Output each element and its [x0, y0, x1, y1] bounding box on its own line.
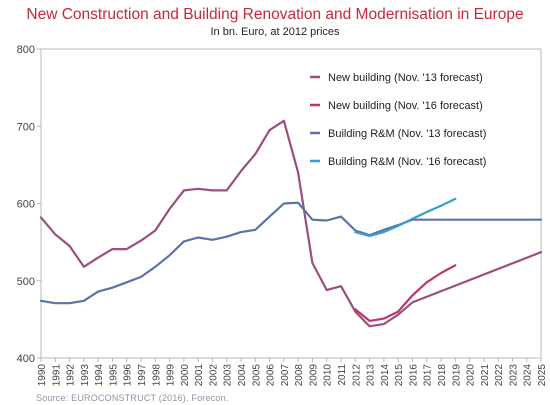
y-tick-label: 700	[17, 121, 35, 133]
x-tick-label: 2009	[308, 364, 319, 387]
x-tick-label: 2025	[537, 364, 548, 387]
x-tick-label: 2020	[466, 364, 477, 387]
y-tick-label: 400	[17, 353, 35, 365]
x-tick-label: 2007	[280, 364, 291, 387]
x-tick-label: 2014	[380, 364, 391, 387]
x-tick-label: 2019	[451, 364, 462, 387]
x-tick-label: 2016	[408, 364, 419, 387]
x-tick-label: 1993	[80, 364, 91, 387]
source-note: Source: EUROCONSTRUCT (2016). Forecon.	[36, 393, 229, 403]
x-tick-label: 2022	[494, 364, 505, 387]
x-tick-label: 1997	[137, 364, 148, 387]
x-tick-label: 2021	[480, 364, 491, 387]
legend: New building (Nov. '13 forecast) New buil…	[310, 72, 486, 168]
x-tick-label: 1992	[66, 364, 77, 387]
legend-label: Building R&M (Nov. '13 forecast)	[328, 128, 486, 140]
x-tick-label: 2002	[208, 364, 219, 387]
series-line-4	[354, 197, 457, 237]
legend-label: New building (Nov. '16 forecast)	[328, 100, 483, 112]
y-tick-label: 500	[17, 276, 35, 288]
x-tick-label: 2024	[523, 364, 534, 387]
legend-label: Building R&M (Nov. '16 forecast)	[328, 156, 486, 168]
y-tick-label: 600	[17, 199, 35, 211]
x-tick-label: 1998	[151, 364, 162, 387]
x-tick-label: 2015	[394, 364, 405, 387]
x-tick-label: 1995	[108, 364, 119, 387]
x-tick-label: 2006	[266, 364, 277, 387]
x-tick-label: 2023	[508, 364, 519, 387]
x-tick-label: 2010	[323, 364, 334, 387]
x-tick-label: 1991	[51, 364, 62, 387]
x-tick-label: 2004	[237, 364, 248, 387]
x-tick-label: 1990	[37, 364, 48, 387]
series-line-2	[354, 264, 457, 322]
series-layer	[39, 119, 543, 328]
x-tick-label: 2005	[251, 364, 262, 387]
x-tick-label: 2008	[294, 364, 305, 387]
x-tick-label: 2017	[423, 364, 434, 387]
x-tick-label: 1994	[94, 364, 105, 387]
x-tick-label: 2001	[194, 364, 205, 387]
x-tick-label: 2003	[223, 364, 234, 387]
chart-title: New Construction and Building Renovation…	[26, 6, 524, 23]
x-tick-label: 2018	[437, 364, 448, 387]
series-line-3	[39, 201, 543, 305]
x-tick-label: 2013	[366, 364, 377, 387]
x-tick-label: 1999	[166, 364, 177, 387]
x-tick-label: 2000	[180, 364, 191, 387]
series-line-1	[39, 119, 543, 328]
x-tick-label: 2012	[351, 364, 362, 387]
x-tick-label: 1996	[123, 364, 134, 387]
axes: 400 500 600 700 800 1990 1991 1992 1993 1994 1995 1…	[17, 44, 548, 386]
legend-label: New building (Nov. '13 forecast)	[328, 72, 483, 84]
x-tick-label: 2011	[337, 364, 348, 386]
chart-subtitle: In bn. Euro, at 2012 prices	[210, 26, 340, 38]
y-tick-label: 800	[17, 44, 35, 56]
